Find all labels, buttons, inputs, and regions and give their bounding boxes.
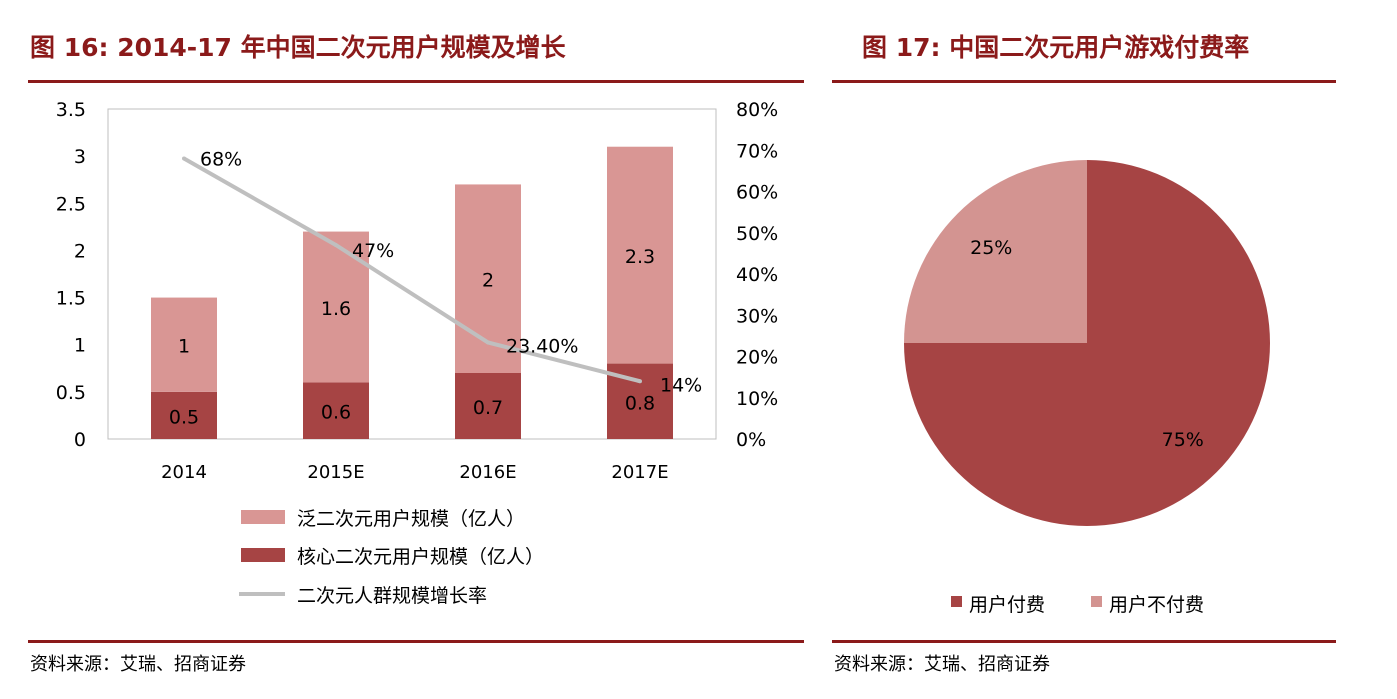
legend-swatch [241, 548, 285, 562]
figure-17-source: 资料来源：艾瑞、招商证券 [834, 654, 1050, 675]
growth-rate-point [182, 156, 186, 161]
pie-slice-label: 75% [1162, 429, 1204, 451]
y2-axis-tick-label: 60% [736, 182, 778, 204]
figure-17-bottom-rule [832, 640, 1336, 643]
pie-slice-label: 25% [970, 237, 1012, 259]
bar-pan-2015E [303, 231, 369, 383]
y2-axis-tick-label: 50% [736, 223, 778, 245]
x-axis-tick-label: 2017E [611, 462, 668, 483]
y-axis-tick-label: 0 [74, 429, 86, 451]
bar-core-2014 [151, 391, 217, 439]
pie-legend-swatch [1091, 596, 1102, 607]
growth-rate-point [486, 340, 490, 345]
figure-16-title: 图 16: 2014-17 年中国二次元用户规模及增长 [30, 33, 566, 62]
pie-legend-swatch [951, 596, 962, 607]
bar-pan-label: 2.3 [625, 246, 655, 268]
bar-core-label: 0.6 [321, 402, 351, 424]
y-axis-tick-label: 1.5 [56, 288, 86, 310]
legend-label: 核心二次元用户规模（亿人） [297, 546, 544, 568]
bar-pan-2017E [607, 146, 673, 364]
bar-core-label: 0.5 [169, 406, 199, 428]
bar-pan-label: 1.6 [321, 298, 351, 320]
x-axis-tick-label: 2014 [161, 462, 207, 483]
y2-axis-tick-label: 0% [736, 429, 766, 451]
growth-rate-line [183, 156, 641, 384]
growth-rate-point [334, 243, 338, 248]
y-axis-tick-label: 3.5 [56, 99, 86, 121]
y-axis-tick-label: 2 [74, 240, 86, 262]
x-axis-tick-label: 2016E [459, 462, 516, 483]
bar-core-label: 0.8 [625, 392, 655, 414]
y2-axis-tick-label: 30% [736, 305, 778, 327]
bar-core-2015E [303, 382, 369, 439]
y2-axis-tick-label: 80% [736, 99, 778, 121]
bar-pan-label: 2 [482, 270, 494, 292]
y2-axis-tick-label: 40% [736, 264, 778, 286]
y2-axis-tick-label: 10% [736, 388, 778, 410]
y-axis-tick-label: 2.5 [56, 193, 86, 215]
bar-core-2016E [455, 373, 521, 439]
bar-pan-2014 [151, 297, 217, 392]
pie-slice-用户不付费 [904, 160, 1087, 343]
figure-16-source: 资料来源：艾瑞、招商证券 [30, 654, 246, 675]
legend-swatch [241, 510, 285, 524]
figure-17-title: 图 17: 中国二次元用户游戏付费率 [862, 33, 1250, 62]
y2-axis-tick-label: 70% [736, 140, 778, 162]
pie-legend-label: 用户付费 [969, 594, 1045, 616]
growth-rate-label: 23.40% [506, 335, 578, 357]
bar-pan-label: 1 [178, 336, 190, 358]
figure-17-top-rule [832, 80, 1336, 83]
legend-label: 泛二次元用户规模（亿人） [297, 508, 525, 530]
y-axis-tick-label: 0.5 [56, 382, 86, 404]
y2-axis-tick-label: 20% [736, 347, 778, 369]
figure-16-bottom-rule [28, 640, 804, 643]
bar-core-label: 0.7 [473, 397, 503, 419]
pie-chart: 75% 25% 用户付费 用户不付费 [904, 160, 1270, 616]
growth-rate-label: 68% [200, 149, 242, 171]
growth-rate-label: 14% [660, 374, 702, 396]
growth-rate-label: 47% [352, 240, 394, 262]
figure-16-top-rule [28, 80, 804, 83]
stacked-bar-line-chart: 0 0.5 1 1.5 2 2.5 3 3.5 0% 10% 20% 30% 40% 50% 60% 70% 8… [56, 99, 778, 607]
x-axis-tick-label: 2015E [307, 462, 364, 483]
plot-area-border [107, 108, 717, 440]
pie-legend-label: 用户不付费 [1109, 594, 1204, 616]
growth-rate-point [638, 379, 642, 384]
legend-label: 二次元人群规模增长率 [297, 585, 487, 607]
y-axis-tick-label: 3 [74, 146, 86, 168]
y-axis-tick-label: 1 [74, 335, 86, 357]
